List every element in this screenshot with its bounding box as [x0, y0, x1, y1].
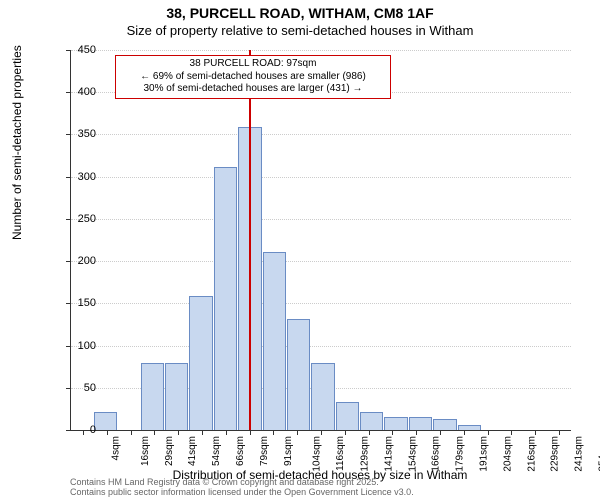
- histogram-bars: [71, 50, 571, 430]
- y-tick-label: 200: [56, 255, 96, 267]
- histogram-bar: [360, 412, 383, 430]
- histogram-bar: [384, 417, 407, 430]
- histogram-bar: [336, 402, 359, 430]
- y-tick-label: 100: [56, 340, 96, 352]
- x-tick-label: 29sqm: [164, 436, 175, 466]
- y-tick-label: 50: [56, 382, 96, 394]
- histogram-bar: [287, 319, 310, 430]
- histogram-bar: [458, 425, 481, 430]
- footnote-line-2: Contains public sector information licen…: [70, 488, 414, 498]
- histogram-bar: [165, 363, 188, 430]
- x-tick-label: 191sqm: [479, 436, 490, 472]
- x-tick-label: 141sqm: [383, 436, 394, 472]
- histogram-bar: [214, 167, 237, 430]
- x-tick-label: 116sqm: [335, 436, 346, 471]
- histogram-bar: [263, 252, 286, 430]
- y-tick-label: 300: [56, 171, 96, 183]
- y-tick-label: 350: [56, 128, 96, 140]
- x-tick-label: 241sqm: [574, 436, 585, 472]
- property-marker-line: [249, 50, 251, 430]
- x-tick-label: 216sqm: [526, 436, 537, 472]
- annotation-callout: 38 PURCELL ROAD: 97sqm ← 69% of semi-det…: [115, 55, 391, 99]
- y-tick-label: 150: [56, 297, 96, 309]
- histogram-bar: [433, 419, 456, 430]
- y-axis-label: Number of semi-detached properties: [10, 45, 24, 240]
- x-tick-label: 41sqm: [187, 436, 198, 466]
- x-tick-label: 4sqm: [110, 436, 121, 460]
- annotation-line-1: 38 PURCELL ROAD: 97sqm: [122, 58, 384, 71]
- histogram-bar: [141, 363, 164, 430]
- x-tick-label: 54sqm: [211, 436, 222, 466]
- x-tick-label: 204sqm: [502, 436, 513, 472]
- annotation-line-2: ← 69% of semi-detached houses are smalle…: [122, 71, 384, 84]
- y-tick-label: 400: [56, 86, 96, 98]
- histogram-bar: [94, 412, 117, 430]
- histogram-bar: [409, 417, 432, 430]
- x-tick-label: 166sqm: [431, 436, 442, 472]
- x-tick-label: 129sqm: [360, 436, 371, 472]
- property-size-histogram: 38, PURCELL ROAD, WITHAM, CM8 1AF Size o…: [0, 0, 600, 500]
- y-tick-label: 0: [56, 424, 96, 436]
- x-tick-label: 16sqm: [140, 436, 151, 466]
- y-tick-label: 450: [56, 44, 96, 56]
- x-tick-label: 79sqm: [259, 436, 270, 466]
- x-tick-label: 154sqm: [407, 436, 418, 472]
- chart-subtitle: Size of property relative to semi-detach…: [0, 21, 600, 38]
- chart-title: 38, PURCELL ROAD, WITHAM, CM8 1AF: [0, 0, 600, 21]
- x-tick-label: 229sqm: [550, 436, 561, 472]
- y-tick-label: 250: [56, 213, 96, 225]
- x-tick-label: 179sqm: [455, 436, 466, 472]
- x-tick-label: 91sqm: [283, 436, 294, 466]
- chart-footnote: Contains HM Land Registry data © Crown c…: [70, 478, 414, 498]
- histogram-bar: [311, 363, 334, 430]
- histogram-bar: [189, 296, 212, 430]
- plot-area: [70, 50, 571, 431]
- x-tick-label: 66sqm: [235, 436, 246, 466]
- x-tick-label: 104sqm: [312, 436, 323, 472]
- annotation-line-3: 30% of semi-detached houses are larger (…: [122, 83, 384, 96]
